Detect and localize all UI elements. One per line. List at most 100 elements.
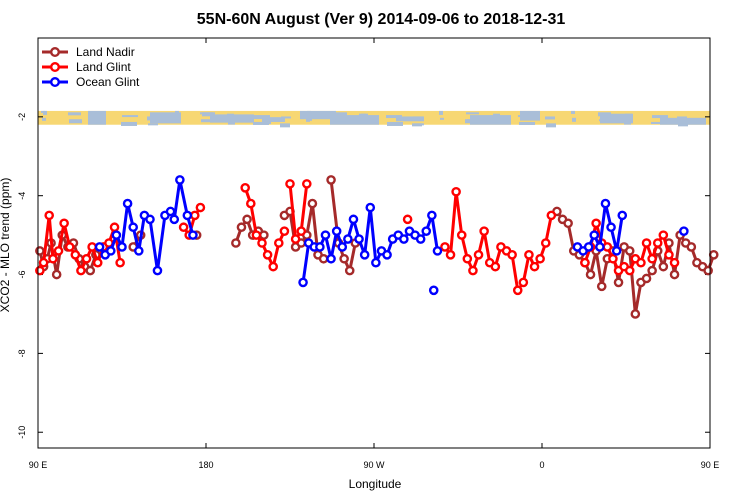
map-ocean [43, 110, 47, 115]
map-ocean [148, 123, 158, 126]
data-point [53, 246, 64, 256]
data-point [348, 214, 359, 225]
chart-title: 55N-60N August (Ver 9) 2014-09-06 to 201… [197, 11, 566, 28]
legend-marker [50, 62, 61, 73]
data-point [669, 257, 680, 268]
data-point [109, 222, 120, 233]
data-point [479, 226, 489, 236]
map-ocean [300, 110, 336, 120]
data-point [371, 257, 381, 268]
data-point [178, 222, 189, 233]
data-point [647, 265, 657, 276]
data-point [606, 222, 616, 233]
data-point [428, 285, 439, 296]
data-point [617, 210, 628, 221]
legend-label: Land Nadir [76, 45, 135, 59]
map-ocean [254, 115, 270, 120]
data-point [613, 277, 624, 288]
data-point [524, 250, 534, 260]
map-ocean [202, 112, 215, 117]
data-point [624, 265, 635, 276]
y-axis-label: XCO2 - MLO trend (ppm) [0, 178, 12, 313]
data-point [87, 242, 97, 252]
data-point [535, 253, 545, 264]
y-tick-label: -6 [17, 271, 27, 279]
data-point [462, 253, 473, 264]
x-tick-label: 90 W [363, 460, 385, 470]
map-ocean [572, 117, 576, 122]
data-point [608, 253, 618, 264]
data-point [145, 214, 155, 225]
data-point [92, 257, 103, 268]
data-point [76, 265, 86, 276]
data-point [326, 253, 336, 264]
map-ocean [625, 113, 632, 116]
data-point [298, 277, 308, 288]
data-point [585, 269, 596, 280]
data-point [175, 175, 185, 185]
y-tick-label: -4 [17, 192, 27, 200]
data-point [344, 265, 355, 276]
data-point [231, 238, 241, 248]
series-line [443, 190, 553, 292]
map-ocean [201, 119, 214, 123]
x-axis-label: Longitude [349, 477, 402, 491]
map-ocean [174, 117, 178, 120]
y-tick-label: -2 [17, 113, 27, 121]
map-ocean [227, 113, 234, 117]
series-line [288, 183, 309, 241]
data-point [624, 246, 635, 256]
data-point [331, 226, 342, 236]
data-point [279, 226, 290, 236]
data-point [658, 261, 669, 272]
map-ocean [228, 120, 235, 125]
data-point [122, 198, 133, 209]
map-ocean [95, 113, 102, 118]
data-point [182, 210, 193, 221]
data-point [44, 210, 55, 221]
map-ocean [599, 119, 612, 122]
map-ocean [210, 114, 254, 123]
data-point [117, 242, 127, 252]
data-point [630, 309, 641, 319]
data-point [315, 242, 325, 252]
data-point [686, 242, 697, 252]
map-ocean [493, 113, 500, 117]
data-point [189, 210, 200, 221]
data-point [382, 250, 392, 260]
map-ocean [330, 115, 379, 125]
data-point [195, 202, 206, 213]
map-ocean [546, 123, 556, 128]
data-point [301, 179, 312, 189]
map-ocean [387, 121, 403, 126]
data-point [529, 261, 540, 272]
data-point [490, 261, 501, 272]
data-point [35, 246, 45, 256]
data-point [236, 222, 247, 233]
data-point [85, 265, 96, 276]
data-point [415, 234, 426, 244]
data-point [600, 198, 611, 209]
legend-marker [50, 47, 61, 58]
data-point [432, 246, 443, 256]
data-point [111, 230, 122, 240]
data-point [343, 234, 353, 244]
data-point [169, 214, 180, 225]
data-point [658, 230, 669, 240]
data-point [165, 206, 176, 217]
data-point [273, 238, 284, 248]
map-ocean [149, 116, 159, 120]
data-point [596, 281, 607, 292]
data-point [518, 277, 529, 288]
map-ocean [598, 112, 611, 117]
data-point [337, 242, 348, 252]
x-tick-label: 90 E [29, 460, 48, 470]
map-ocean [396, 116, 424, 122]
map-ocean [467, 119, 480, 123]
map-ocean [360, 120, 367, 124]
data-point [468, 265, 478, 276]
map-ocean [413, 116, 423, 121]
series-land-glint [35, 179, 680, 296]
data-point [421, 226, 432, 236]
data-point [583, 242, 594, 252]
